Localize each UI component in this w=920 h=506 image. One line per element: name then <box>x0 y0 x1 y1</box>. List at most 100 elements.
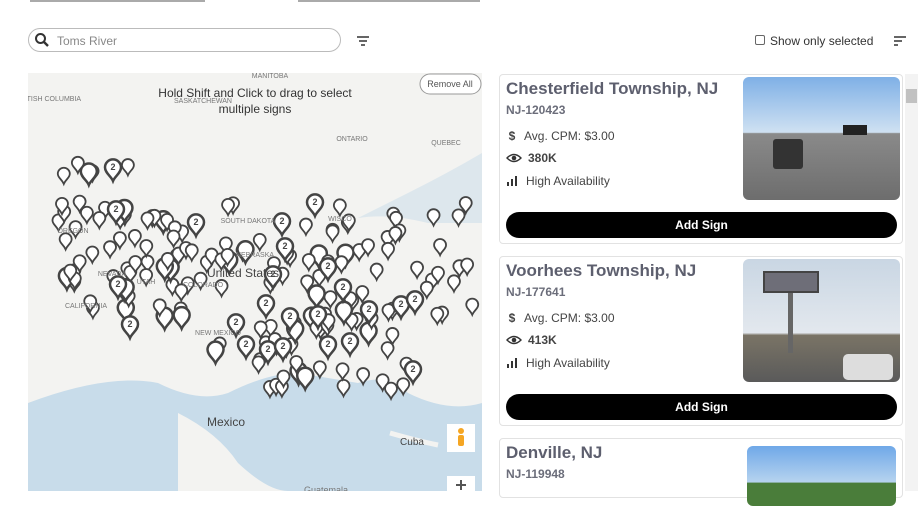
map-pin <box>369 262 384 283</box>
cluster-count: 2 <box>312 197 317 207</box>
sign-card[interactable]: Denville, NJ NJ-119948 <box>499 438 903 506</box>
map-label: NEVADA <box>98 271 127 278</box>
map-pin <box>380 341 395 361</box>
cluster-count: 2 <box>265 344 270 354</box>
map-pin <box>236 335 256 362</box>
map-pin <box>305 193 325 220</box>
cluster-count: 2 <box>366 304 371 314</box>
map-pin <box>389 210 403 231</box>
map-pin <box>256 294 276 321</box>
map-pin <box>79 205 94 226</box>
map-pin <box>120 315 140 342</box>
map-pin <box>323 290 338 310</box>
availability-row: High Availability <box>506 174 610 188</box>
map-pin <box>384 381 398 402</box>
map-pin <box>332 198 347 218</box>
add-sign-button[interactable]: Add Sign <box>506 394 897 420</box>
map-pin <box>391 295 411 322</box>
cluster-count: 2 <box>233 317 238 327</box>
map-pin <box>103 158 123 185</box>
map-pin <box>381 303 396 323</box>
map-pin <box>301 253 316 273</box>
cluster-count: 2 <box>279 216 284 226</box>
card-title: Chesterfield Township, NJ <box>506 79 719 98</box>
checkbox[interactable] <box>755 35 765 45</box>
map-pin <box>226 313 246 340</box>
map-hint: Hold Shift and Click to drag to select mu… <box>158 86 352 116</box>
map-pin <box>431 265 445 286</box>
map-pin <box>172 305 191 333</box>
map-pin <box>112 231 127 251</box>
map-label: QUEBEC <box>431 140 461 147</box>
map-pin <box>68 220 83 240</box>
filter-icon[interactable] <box>356 35 370 47</box>
map-pin <box>385 327 400 347</box>
map-pin <box>356 367 371 387</box>
map-pin <box>174 283 189 303</box>
remove-all-button[interactable] <box>419 73 482 95</box>
map-pin <box>206 340 225 367</box>
map-label: NEBRASKA <box>236 252 274 259</box>
map-pin <box>458 196 473 216</box>
map-pin <box>218 236 233 256</box>
scrollbar[interactable] <box>905 74 918 491</box>
add-sign-button[interactable]: Add Sign <box>506 212 897 238</box>
cluster-count: 2 <box>282 241 287 251</box>
map-pin <box>252 232 267 253</box>
map-pin <box>258 340 278 367</box>
cluster-count: 2 <box>115 279 120 289</box>
card-title: Denville, NJ <box>506 443 603 462</box>
cluster-count: 2 <box>347 336 352 346</box>
sign-card[interactable]: Chesterfield Township, NJ NJ-120423 $ Avg. … <box>499 74 903 244</box>
cluster-count: 2 <box>127 319 132 329</box>
map-pin <box>295 366 315 393</box>
map-label: United States <box>207 266 279 280</box>
sort-icon[interactable] <box>893 35 907 47</box>
map-pin <box>355 285 370 305</box>
sign-card[interactable]: Voorhees Township, NJ NJ-177641 $ Avg. CPM:… <box>499 256 903 426</box>
map-pin <box>127 229 142 249</box>
card-impressions: 380K <box>528 151 557 165</box>
map-pin <box>430 306 445 327</box>
cluster-count: 2 <box>193 217 198 227</box>
map-label: CALIFORNIA <box>65 303 107 310</box>
map-pin <box>451 208 466 229</box>
map-pin <box>307 284 326 311</box>
map-pin <box>280 307 300 334</box>
map-pin <box>325 224 340 244</box>
map-label: BRITISH COLUMBIA <box>28 96 81 103</box>
cluster-count: 2 <box>270 269 275 279</box>
map-pin <box>447 274 461 294</box>
map-pin <box>334 255 349 275</box>
map-label: UTAH <box>137 279 156 286</box>
cluster-count: 2 <box>325 261 330 271</box>
remove-all-label[interactable]: Remove All <box>427 79 473 89</box>
map-pin <box>72 254 87 274</box>
checkbox-label[interactable]: Show only selected <box>770 34 874 48</box>
map-pin <box>79 162 99 189</box>
map-label: Cuba <box>400 437 424 448</box>
map-pin <box>419 280 434 301</box>
map-pin <box>103 240 117 260</box>
map-label: ONTARIO <box>336 136 368 143</box>
map-pin <box>220 247 235 268</box>
card-cpm: Avg. CPM: $3.00 <box>524 311 615 325</box>
map-label: WISCO <box>328 216 352 223</box>
map-pin <box>300 274 315 295</box>
map-pin <box>299 217 313 238</box>
map-pin <box>312 360 327 380</box>
map-pin <box>289 355 304 375</box>
map-pin <box>426 208 441 228</box>
map-pin <box>318 257 338 284</box>
map-label: MANITOBA <box>252 73 289 80</box>
impressions-row: 380K <box>506 151 557 165</box>
cluster-count: 2 <box>280 341 285 351</box>
map-pin <box>433 238 447 258</box>
map-pin <box>128 255 143 275</box>
map-pin <box>106 200 126 227</box>
map-pin <box>139 239 154 259</box>
map-pin <box>318 335 338 362</box>
search-box[interactable]: Toms River <box>28 28 341 52</box>
cluster-count: 2 <box>113 204 118 214</box>
